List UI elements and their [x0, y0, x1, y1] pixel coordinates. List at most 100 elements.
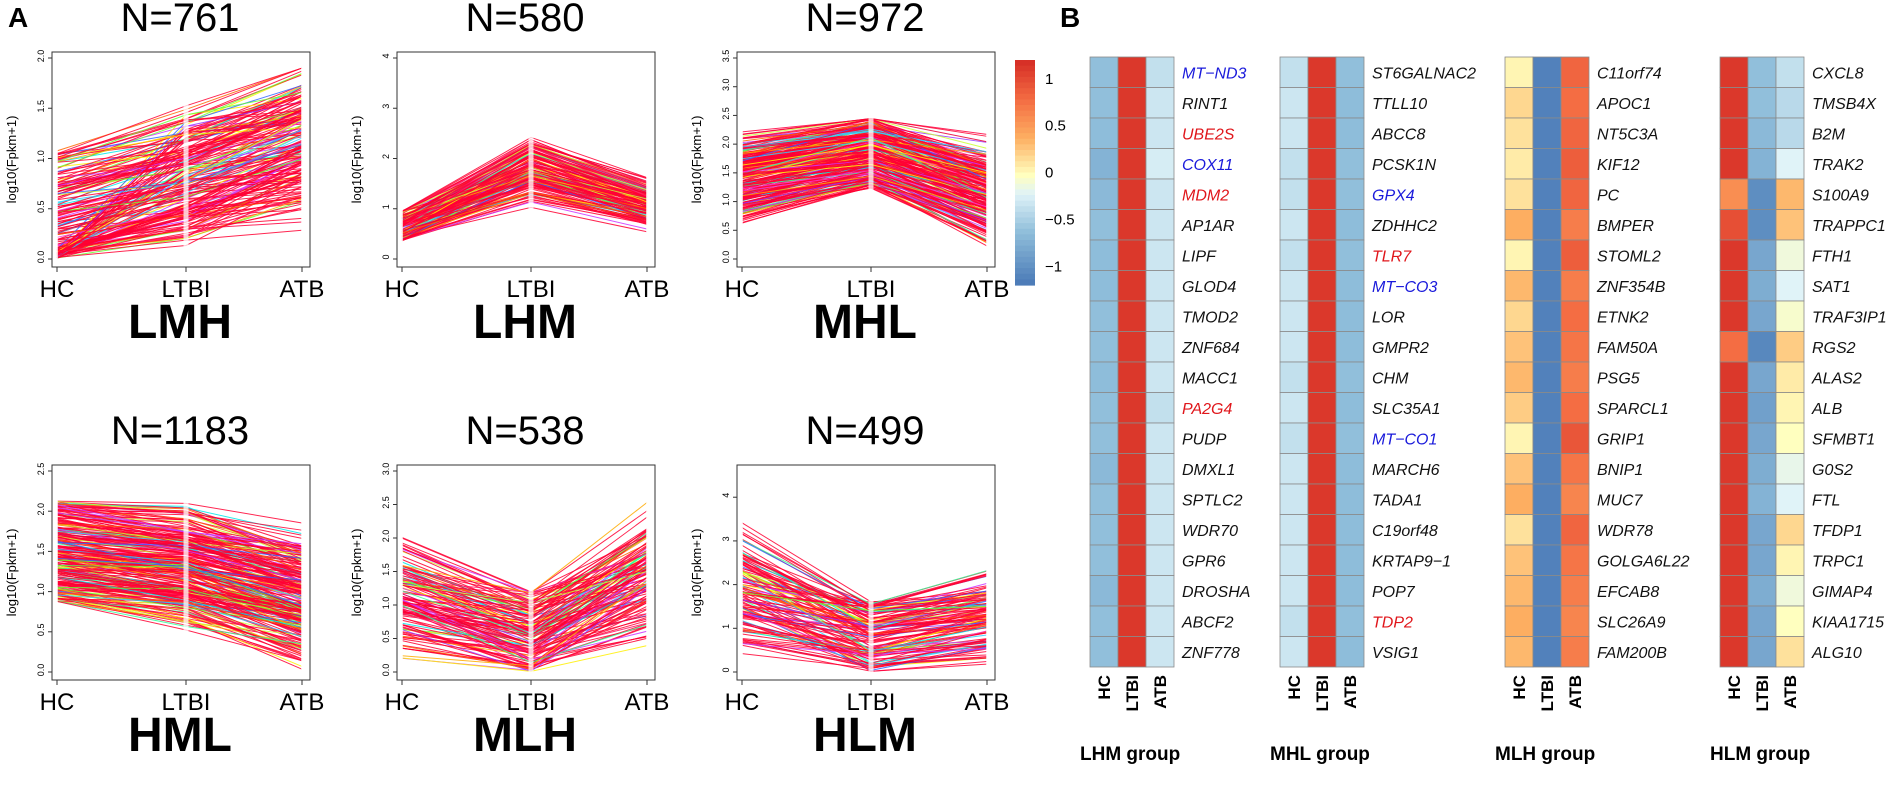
heatmap-cell [1089, 300, 1119, 332]
heatmap-cell [1532, 483, 1562, 515]
heatmap-cell [1504, 117, 1534, 149]
heatmap-cell [1335, 514, 1365, 546]
heatmap-cell [1747, 514, 1777, 546]
plot-group-label-lmh: LMH [128, 296, 232, 349]
heatmap-cell [1117, 422, 1147, 454]
heatmap-cell [1532, 636, 1562, 668]
colorbar-segment [1015, 133, 1035, 140]
panel-label-b: B [1060, 2, 1081, 33]
heatmap-cell [1279, 483, 1309, 515]
heatmap-cell [1719, 300, 1749, 332]
heatmap-cell [1532, 331, 1562, 363]
gene-label: PCSK1N [1372, 157, 1436, 174]
heatmap-cell [1560, 605, 1590, 637]
heatmap-cell [1307, 544, 1337, 576]
heatmap-cell [1504, 514, 1534, 546]
y-tick-label: 0 [381, 254, 391, 259]
heatmap-cell [1560, 87, 1590, 119]
gene-label: GMPR2 [1372, 340, 1429, 357]
x-tick-label-ltbi: LTBI [162, 689, 211, 713]
panel-label-a: A [8, 2, 29, 33]
heatmap-cell [1307, 56, 1337, 88]
heatmap-cell [1560, 148, 1590, 180]
heatmap-cell [1117, 636, 1147, 668]
heatmap-cell [1532, 270, 1562, 302]
gene-label: MDM2 [1182, 187, 1229, 204]
y-tick-label: 2.5 [381, 496, 391, 509]
heatmap-cell [1117, 392, 1147, 424]
heatmap-cell [1775, 605, 1805, 637]
heatmap-cell [1307, 87, 1337, 119]
y-tick-label: 0.0 [381, 664, 391, 677]
heatmap-cell [1279, 361, 1309, 393]
gene-label: WDR70 [1182, 523, 1238, 540]
heatmap-cell [1145, 331, 1175, 363]
gene-label: FTL [1812, 492, 1840, 509]
y-tick-label: 2 [721, 580, 731, 585]
colorbar-segment [1015, 262, 1035, 269]
plot-frame [736, 51, 996, 268]
y-tick-label: 2.5 [36, 463, 46, 476]
heatmap-cell [1532, 392, 1562, 424]
gene-label: AP1AR [1181, 218, 1235, 235]
y-tick-label: 2.0 [36, 503, 46, 516]
colorbar-segment [1015, 144, 1035, 151]
x-tick-label-hc: HC [385, 689, 420, 713]
heatmap-cell [1560, 239, 1590, 271]
y-tick-label: 1.0 [36, 583, 46, 596]
gene-label: FAM50A [1597, 340, 1658, 357]
colorbar-segment [1015, 234, 1035, 241]
colorbar-segment [1015, 110, 1035, 117]
heatmap-cell [1335, 117, 1365, 149]
heatmap-cell [1335, 209, 1365, 241]
heatmap-cell [1117, 209, 1147, 241]
heatmap-cell [1307, 239, 1337, 271]
heatmap-cell [1504, 56, 1534, 88]
y-tick-label: 0.0 [721, 251, 731, 264]
heatmap-cell [1775, 483, 1805, 515]
x-tick-label-hc: HC [40, 276, 75, 300]
series-lines [741, 117, 988, 247]
colorbar-segment [1015, 245, 1035, 252]
x-tick-label-ltbi: LTBI [162, 276, 211, 300]
heatmap-cell [1504, 453, 1534, 485]
gene-label: MT−CO3 [1372, 279, 1437, 296]
colorbar-segment [1015, 211, 1035, 219]
gene-label: TRAPPC1 [1812, 218, 1886, 235]
gene-label: ST6GALNAC2 [1372, 65, 1476, 82]
heatmap-cell [1775, 392, 1805, 424]
gene-label: ABCC8 [1371, 126, 1425, 143]
gene-label: APOC1 [1596, 96, 1651, 113]
heatmap-cell [1117, 117, 1147, 149]
colorbar-segment [1015, 121, 1035, 129]
heatmap-cell [1279, 514, 1309, 546]
heatmap-cell [1089, 544, 1119, 576]
heatmap-cell [1532, 361, 1562, 393]
heatmap-cell [1307, 422, 1337, 454]
gene-label: KIF12 [1597, 157, 1640, 174]
heatmap-cell [1775, 270, 1805, 302]
x-tick-label-ltbi: LTBI [847, 276, 896, 300]
heatmap-cell [1117, 544, 1147, 576]
heatmap-cell [1089, 575, 1119, 607]
colorbar-segment [1015, 88, 1035, 95]
heatmap-cell [1307, 483, 1337, 515]
x-tick-label-ltbi: LTBI [507, 276, 556, 300]
y-tick-label: 4 [721, 493, 731, 498]
gene-label: TRPC1 [1812, 553, 1864, 570]
heatmap-cell [1560, 514, 1590, 546]
plot-group-label-hml: HML [128, 709, 232, 762]
gene-label: LIPF [1182, 248, 1217, 265]
heatmap-column-label-atb: ATB [1781, 675, 1800, 709]
heatmap-cell [1560, 544, 1590, 576]
heatmap-cell [1279, 331, 1309, 363]
gene-label: SLC35A1 [1372, 401, 1441, 418]
heatmap-cell [1504, 605, 1534, 637]
series-lines [401, 502, 648, 672]
y-tick-label: 0.0 [36, 664, 46, 677]
gene-label: POP7 [1372, 584, 1416, 601]
colorbar-segment [1015, 150, 1035, 157]
heatmap-cell [1089, 483, 1119, 515]
gene-label: PUDP [1182, 431, 1227, 448]
heatmap-cell [1719, 514, 1749, 546]
